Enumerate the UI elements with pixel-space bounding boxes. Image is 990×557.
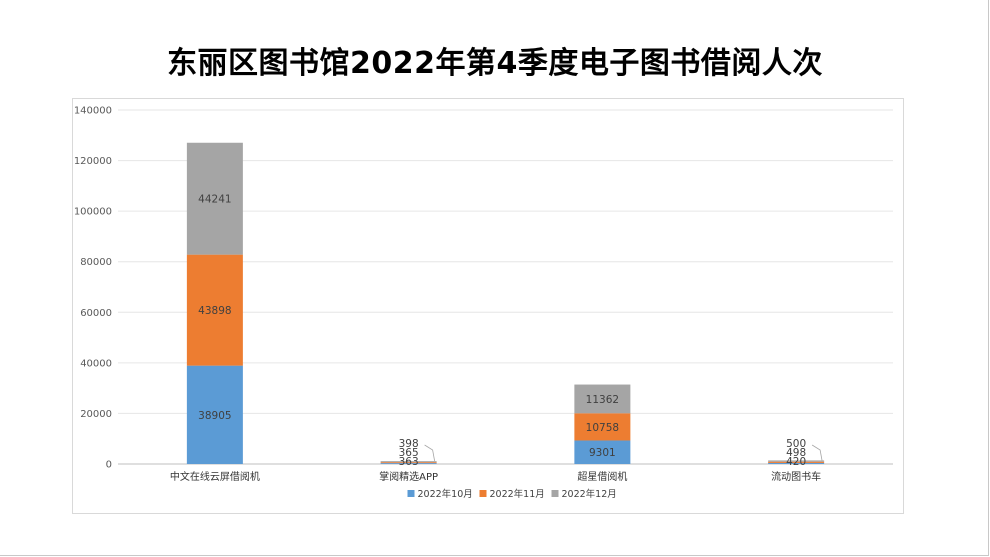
data-label: 9301 xyxy=(589,447,616,459)
legend-swatch xyxy=(479,490,487,497)
data-label: 500 xyxy=(786,438,806,450)
x-category-label: 流动图书车 xyxy=(771,470,821,483)
bar-segment xyxy=(186,254,243,366)
chart-title: 东丽区图书馆2022年第4季度电子图书借阅人次 xyxy=(167,46,823,81)
y-tick-label: 100000 xyxy=(74,207,112,218)
data-label: 363 xyxy=(399,456,419,468)
data-label: 38905 xyxy=(198,410,231,422)
bar-segment xyxy=(186,365,243,464)
chart-area: 0 20000 40000 60000 80000 100000 120000 140000 3… xyxy=(72,98,904,514)
stacked-bar-chart: 0 20000 40000 60000 80000 100000 120000 140000 3… xyxy=(74,106,893,500)
bar-segment xyxy=(768,462,825,464)
y-tick-label: 120000 xyxy=(74,156,112,167)
data-label: 44241 xyxy=(198,194,231,206)
data-label: 498 xyxy=(786,447,806,459)
legend-swatch xyxy=(407,490,415,497)
y-tick-label: 60000 xyxy=(80,308,112,319)
x-category-label: 超星借阅机 xyxy=(577,470,627,483)
bar-segment xyxy=(186,142,243,255)
legend-label: 2022年11月 xyxy=(490,488,545,500)
bar-segment xyxy=(768,460,825,462)
x-category-label: 掌阅精选APP xyxy=(379,470,438,483)
legend-label: 2022年10月 xyxy=(418,488,473,500)
bar-segment xyxy=(574,413,631,441)
bar-segment xyxy=(380,463,437,464)
y-tick-label: 80000 xyxy=(80,257,112,268)
leader-line xyxy=(424,444,436,462)
data-label: 43898 xyxy=(198,305,231,317)
y-tick-label: 40000 xyxy=(80,358,112,369)
y-tick-label: 140000 xyxy=(74,106,112,117)
bar-segment xyxy=(380,461,437,463)
bar-segment xyxy=(768,461,825,463)
legend-swatch xyxy=(551,490,559,497)
leader-line xyxy=(811,444,823,462)
bar-segment xyxy=(574,440,631,464)
legend-label: 2022年12月 xyxy=(562,488,617,500)
bar-segment xyxy=(380,462,437,464)
y-tick-label: 20000 xyxy=(80,409,112,420)
bar-segment xyxy=(574,384,631,414)
y-tick-label: 0 xyxy=(106,460,112,471)
data-label: 420 xyxy=(786,456,806,468)
data-label: 10758 xyxy=(586,422,619,434)
data-label: 398 xyxy=(399,438,419,450)
data-label: 365 xyxy=(399,447,419,459)
x-category-label: 中文在线云屏借阅机 xyxy=(170,470,260,483)
data-label: 11362 xyxy=(586,394,619,406)
